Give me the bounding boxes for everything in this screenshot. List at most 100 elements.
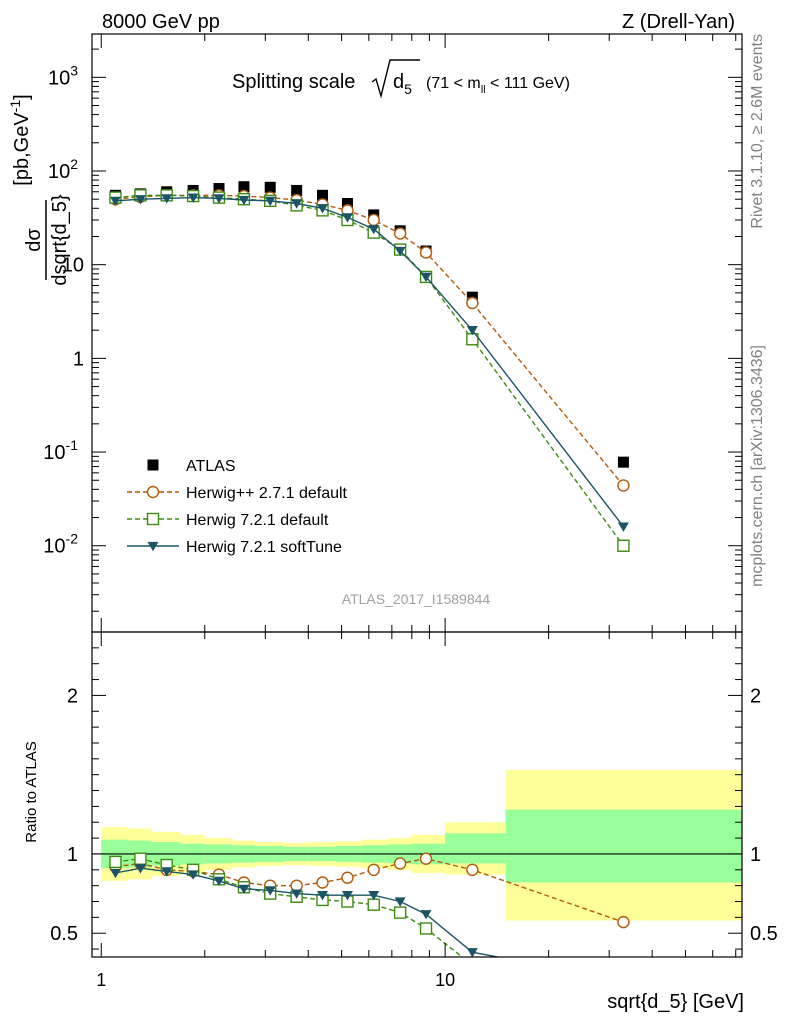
data-point: [291, 199, 303, 209]
data-point: [394, 246, 406, 257]
y-tick-label: 1: [73, 348, 84, 370]
data-point: [238, 181, 250, 193]
data-point: [420, 272, 432, 283]
data-point: [317, 891, 329, 901]
data-point: [238, 195, 250, 206]
ratio-y-tick-label-left: 1: [67, 844, 78, 866]
data-point: [394, 897, 406, 907]
data-point: [419, 852, 433, 865]
data-point: [291, 889, 303, 899]
data-point: [467, 959, 478, 970]
ratio-plot-frame: [91, 631, 743, 958]
data-point: [109, 868, 121, 879]
data-point: [161, 867, 173, 877]
chart-title: Splitting scale d5 (71 < mll < 111 GeV): [232, 59, 570, 99]
data-point: [420, 910, 432, 920]
data-point: [617, 479, 630, 492]
data-point: [618, 977, 629, 986]
legend-label: Herwig 7.2.1 default: [186, 512, 329, 529]
data-point: [213, 183, 225, 195]
data-point: [317, 189, 329, 201]
data-point: [264, 196, 276, 207]
data-point: [213, 876, 225, 887]
data-point: [109, 855, 122, 869]
side-label-mcplots: mcplots.cern.ch [arXiv:1306.3436]: [749, 345, 766, 587]
data-point: [617, 539, 630, 552]
data-point: [341, 891, 353, 901]
data-point: [466, 296, 479, 310]
svg-text:(71 < mll < 111 GeV): (71 < mll < 111 GeV): [426, 75, 570, 96]
data-point: [367, 898, 380, 911]
data-point: [368, 891, 380, 901]
y-label-numerator: dσ: [23, 228, 45, 252]
y-tick-label: 103: [48, 62, 78, 89]
legend-label: ATLAS: [186, 458, 236, 475]
uncertainty-band-inner: [445, 833, 506, 864]
legend-marker: [146, 512, 160, 526]
data-point: [187, 193, 199, 203]
data-point: [341, 871, 354, 884]
data-point: [134, 852, 147, 865]
data-point: [134, 195, 146, 205]
legend-marker: [147, 541, 159, 552]
ratio-y-tick-label-left: 2: [67, 685, 78, 707]
legend-marker: [146, 485, 160, 499]
header-left: 8000 GeV pp: [102, 11, 220, 33]
data-point: [368, 224, 380, 235]
y-label-denominator: dsqrt{d_5}: [49, 194, 71, 286]
data-point: [618, 975, 629, 986]
y-tick-label: 102: [48, 156, 78, 183]
data-point: [341, 197, 353, 209]
data-point: [419, 246, 433, 259]
ratio-y-tick-label-right: 1: [750, 844, 761, 866]
data-point: [466, 948, 478, 957]
x-axis-label: sqrt{d_5} [GeV]: [607, 991, 744, 1013]
ratio-y-tick-label-right: 2: [750, 685, 761, 707]
data-point: [617, 522, 629, 532]
ratio-y-tick-label-right: 0.5: [750, 923, 778, 945]
main-y-axis-label: dσ dsqrt{d_5}: [23, 194, 71, 286]
y-tick-label: 10-1: [43, 437, 78, 464]
data-point: [367, 863, 380, 877]
data-point: [161, 194, 173, 204]
ratio-y-axis-label: Ratio to ATLAS: [23, 741, 40, 842]
x-tick-label: 1: [96, 970, 106, 990]
side-label-rivet: Rivet 3.1.10, ≥ 2.6M events: [749, 34, 766, 229]
data-point: [466, 863, 479, 877]
data-point: [393, 906, 407, 919]
data-point: [393, 227, 407, 240]
legend-label: Herwig++ 2.7.1 default: [186, 485, 348, 502]
svg-text:d5: d5: [393, 71, 412, 97]
uncertainty-band-inner: [505, 809, 742, 883]
sqrt-symbol: [371, 59, 420, 99]
data-point: [187, 870, 199, 880]
series-line: [115, 196, 624, 528]
data-point: [617, 456, 629, 468]
ratio-y-tick-label-left: 0.5: [50, 923, 78, 945]
series-line: [115, 857, 624, 923]
data-point: [393, 857, 407, 870]
header-right: Z (Drell-Yan): [622, 11, 735, 33]
data-point: [316, 876, 329, 889]
data-point: [213, 194, 225, 204]
data-point: [341, 213, 353, 223]
legend-label: Herwig 7.2.1 softTune: [186, 539, 342, 556]
data-point: [264, 886, 276, 896]
legend-marker: [147, 459, 159, 471]
data-point: [291, 184, 303, 196]
main-y-axis-unit: [pb,GeV-1]: [7, 94, 33, 185]
x-tick-label: 10: [435, 970, 455, 990]
svg-text:Splitting scale: Splitting scale: [232, 71, 355, 93]
data-point: [466, 326, 478, 336]
analysis-watermark: ATLAS_2017_I1589844: [342, 591, 491, 607]
data-point: [109, 196, 121, 207]
data-point: [317, 204, 329, 214]
data-point: [134, 864, 146, 874]
data-point: [264, 181, 276, 193]
data-point: [367, 213, 380, 227]
y-tick-label: 10: [62, 255, 84, 277]
data-point: [419, 922, 433, 935]
data-point: [617, 915, 630, 929]
y-tick-label: 10-2: [43, 531, 78, 558]
